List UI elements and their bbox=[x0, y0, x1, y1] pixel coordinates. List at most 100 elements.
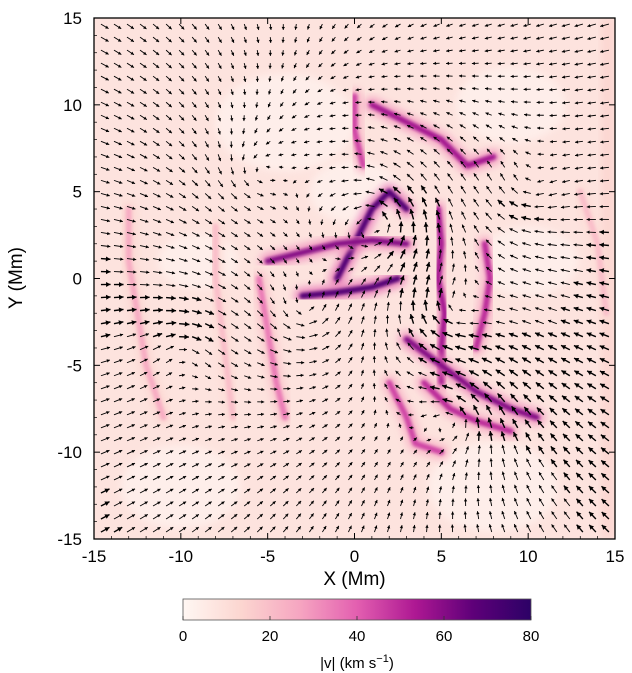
velocity-arrow bbox=[561, 88, 570, 92]
velocity-arrow bbox=[254, 115, 259, 121]
velocity-arrow bbox=[476, 485, 481, 494]
velocity-arrow bbox=[396, 411, 401, 416]
velocity-arrow bbox=[292, 88, 297, 94]
velocity-arrow bbox=[217, 463, 225, 468]
velocity-arrow bbox=[283, 412, 290, 416]
velocity-arrow bbox=[387, 461, 391, 468]
velocity-arrow bbox=[191, 245, 201, 250]
velocity-arrow bbox=[179, 321, 190, 327]
x-axis: -15 -10 -5 0 5 10 15 bbox=[82, 18, 624, 566]
velocity-arrow bbox=[139, 23, 147, 30]
velocity-arrow bbox=[498, 124, 505, 129]
x-tick-label: -10 bbox=[169, 547, 194, 566]
velocity-arrow bbox=[587, 49, 596, 53]
velocity-arrow bbox=[471, 23, 479, 27]
velocity-arrow bbox=[394, 87, 401, 91]
velocity-arrow bbox=[573, 344, 584, 351]
velocity-arrow bbox=[303, 153, 310, 157]
velocity-arrow bbox=[438, 486, 443, 494]
velocity-arrow bbox=[243, 193, 251, 199]
velocity-arrow bbox=[574, 23, 583, 28]
velocity-arrow bbox=[269, 310, 277, 318]
velocity-arrow bbox=[165, 372, 173, 377]
velocity-arrow bbox=[126, 462, 136, 468]
velocity-arrow bbox=[268, 37, 273, 43]
velocity-arrow bbox=[600, 166, 609, 170]
velocity-arrow bbox=[204, 349, 213, 356]
velocity-arrow bbox=[487, 417, 493, 429]
velocity-arrow bbox=[399, 288, 404, 298]
velocity-arrow bbox=[410, 221, 416, 233]
velocity-arrow bbox=[335, 436, 341, 442]
velocity-arrow bbox=[439, 275, 444, 285]
velocity-arrow bbox=[217, 310, 227, 316]
velocity-arrow bbox=[455, 358, 466, 364]
velocity-arrow bbox=[113, 385, 123, 390]
velocity-arrow bbox=[387, 512, 391, 520]
velocity-arrow bbox=[304, 88, 310, 94]
velocity-arrow bbox=[426, 449, 431, 455]
velocity-arrow bbox=[586, 332, 597, 338]
velocity-arrow bbox=[523, 406, 532, 416]
velocity-arrow bbox=[113, 501, 123, 507]
velocity-arrow bbox=[587, 408, 597, 416]
velocity-arrow bbox=[178, 140, 185, 147]
velocity-arrow bbox=[473, 148, 480, 155]
velocity-arrow bbox=[460, 198, 467, 207]
velocity-arrow bbox=[113, 88, 122, 94]
velocity-arrow bbox=[139, 257, 150, 262]
velocity-arrow bbox=[361, 436, 366, 442]
velocity-arrow bbox=[204, 245, 213, 250]
velocity-arrow bbox=[243, 36, 247, 44]
velocity-arrow bbox=[536, 87, 544, 92]
velocity-arrow bbox=[165, 36, 172, 43]
velocity-arrow bbox=[230, 206, 238, 212]
velocity-arrow bbox=[425, 499, 429, 507]
velocity-arrow bbox=[400, 474, 404, 481]
velocity-arrow bbox=[489, 497, 493, 507]
velocity-arrow bbox=[139, 358, 148, 364]
velocity-arrow bbox=[321, 303, 327, 311]
velocity-arrow bbox=[329, 114, 336, 118]
velocity-arrow bbox=[230, 501, 238, 507]
velocity-arrow bbox=[549, 420, 558, 429]
velocity-arrow bbox=[278, 153, 284, 157]
velocity-arrow bbox=[489, 458, 493, 467]
velocity-arrow bbox=[369, 23, 375, 29]
velocity-arrow bbox=[485, 280, 492, 285]
velocity-arrow bbox=[495, 320, 505, 325]
velocity-arrow bbox=[256, 526, 263, 533]
velocity-arrow bbox=[152, 258, 163, 262]
velocity-arrow bbox=[341, 165, 349, 170]
colorbar-gradient bbox=[183, 599, 531, 620]
velocity-arrow bbox=[384, 383, 388, 390]
velocity-arrow bbox=[573, 357, 584, 364]
velocity-arrow bbox=[335, 245, 340, 250]
velocity-arrow bbox=[601, 498, 610, 507]
velocity-arrow bbox=[445, 86, 453, 91]
velocity-arrow bbox=[486, 185, 493, 194]
velocity-arrow bbox=[407, 342, 414, 350]
velocity-arrow bbox=[269, 271, 275, 278]
velocity-arrow bbox=[386, 237, 395, 246]
velocity-arrow bbox=[513, 510, 519, 520]
velocity-arrow bbox=[413, 449, 418, 455]
velocity-arrow bbox=[348, 383, 353, 390]
velocity-arrow bbox=[560, 255, 570, 260]
velocity-arrow bbox=[295, 513, 302, 520]
velocity-arrow bbox=[524, 125, 531, 130]
velocity-arrow bbox=[100, 437, 110, 442]
velocity-arrow bbox=[100, 49, 109, 55]
velocity-arrow bbox=[497, 23, 505, 27]
velocity-arrow bbox=[459, 111, 466, 116]
velocity-arrow bbox=[100, 192, 110, 197]
velocity-arrow bbox=[512, 137, 518, 142]
velocity-arrow bbox=[549, 100, 557, 105]
velocity-arrow bbox=[268, 89, 272, 95]
velocity-arrow bbox=[485, 404, 493, 416]
velocity-arrow bbox=[374, 499, 378, 507]
velocity-arrow bbox=[482, 321, 492, 325]
velocity-arrow bbox=[321, 279, 325, 285]
velocity-arrow bbox=[367, 138, 375, 142]
velocity-arrow bbox=[536, 62, 544, 66]
